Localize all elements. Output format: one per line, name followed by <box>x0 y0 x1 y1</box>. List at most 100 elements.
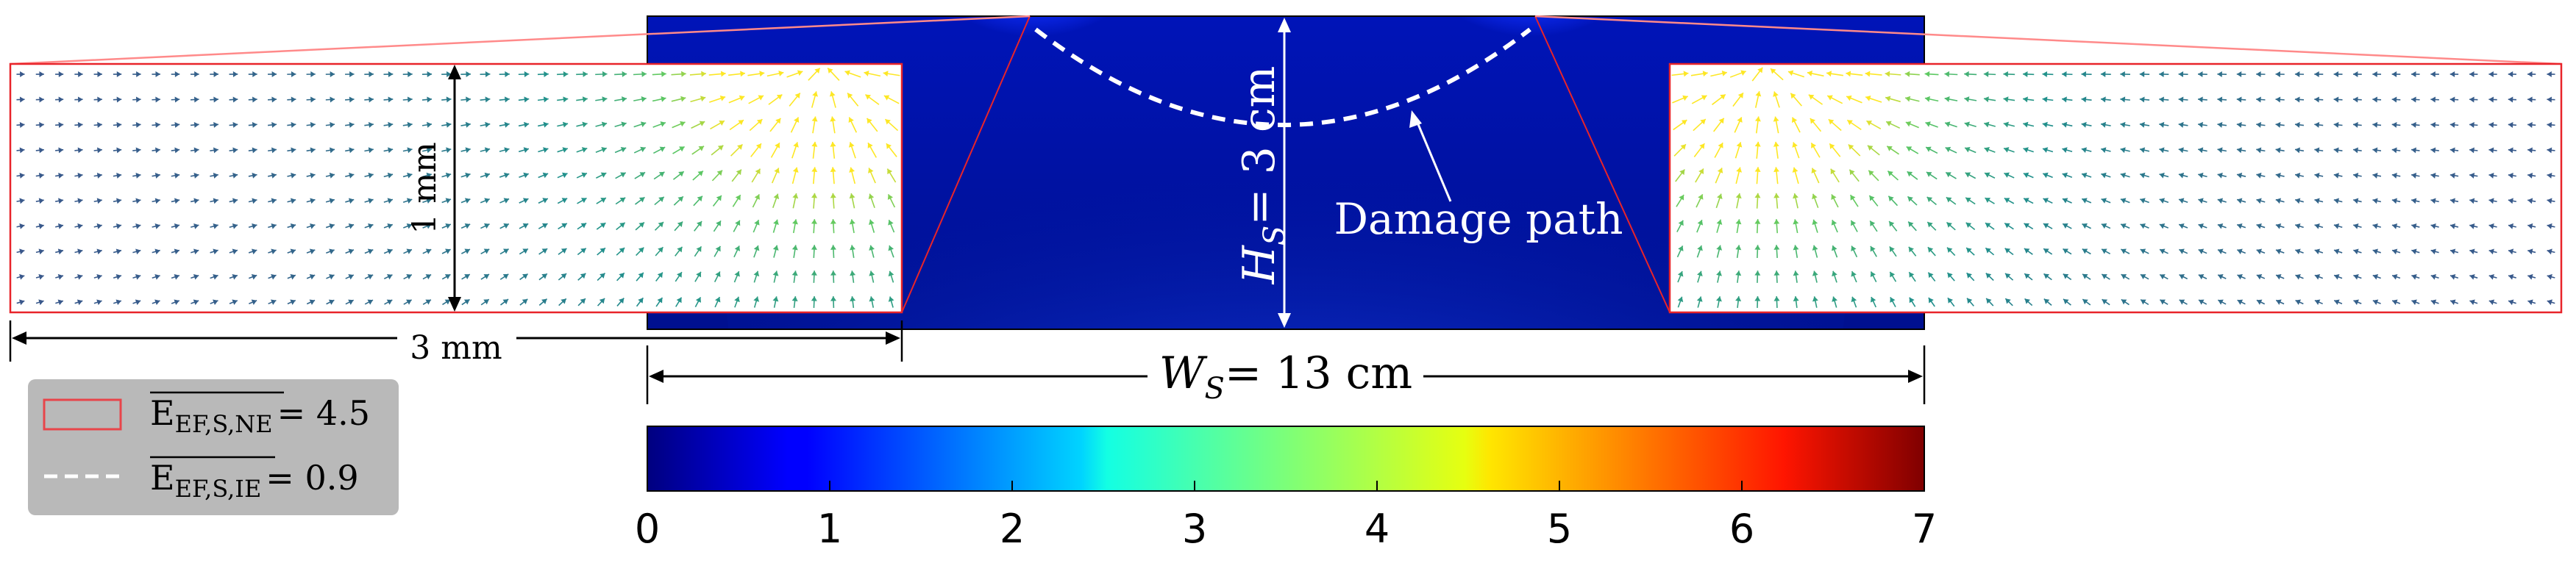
field-arrowhead <box>2024 298 2030 304</box>
legend-label-ne: EEF,S,NE = 4.5 <box>150 393 370 438</box>
field-arrowhead <box>716 170 722 176</box>
field-arrowhead <box>1890 297 1896 303</box>
field-arrowhead <box>2411 172 2417 179</box>
field-arrowhead <box>1754 245 1761 250</box>
field-arrowhead <box>387 223 393 229</box>
field-arrowhead <box>367 248 374 254</box>
field-arrowhead <box>2488 273 2494 280</box>
field-arrowhead <box>1735 296 1742 301</box>
field-arrowhead <box>1808 94 1815 100</box>
field-arrowhead <box>2527 198 2533 204</box>
field-arrowhead <box>2527 223 2533 229</box>
field-arrowhead <box>657 272 663 279</box>
field-arrowhead <box>2430 198 2436 204</box>
field-arrowhead <box>96 248 102 255</box>
field-arrowhead <box>135 147 141 154</box>
field-arrowhead <box>2527 172 2533 179</box>
field-arrowhead <box>213 198 218 204</box>
field-arrowhead <box>1791 117 1798 123</box>
field-arrowhead <box>602 71 608 77</box>
field-arrowhead <box>2372 299 2379 305</box>
field-arrowhead <box>1889 246 1895 252</box>
field-arrowhead <box>463 299 470 305</box>
field-arrowhead <box>388 71 394 77</box>
field-arrowhead <box>1812 270 1818 276</box>
field-arrowhead <box>2547 198 2552 204</box>
field-arrowhead <box>2333 96 2339 103</box>
field-arrowhead <box>2159 198 2166 204</box>
field-arrowhead <box>97 96 102 103</box>
field-arrowhead <box>1964 121 1970 128</box>
field-arrowhead <box>1967 298 1973 304</box>
field-arrowhead <box>466 71 471 77</box>
field-arrowhead <box>2372 71 2377 78</box>
field-arrowhead <box>39 121 44 128</box>
field-arrowhead <box>483 299 489 305</box>
field-arrowhead <box>602 96 608 103</box>
field-arrowhead <box>2237 172 2243 179</box>
field-arrowhead <box>2430 273 2437 280</box>
field-arrowhead <box>2353 147 2358 154</box>
field-arrowhead <box>2547 147 2552 154</box>
field-arrowhead <box>1832 270 1837 277</box>
field-arrowhead <box>2547 121 2552 128</box>
field-arrowhead <box>2527 121 2533 128</box>
field-arrowhead <box>2102 274 2107 279</box>
field-arrowhead <box>348 198 355 204</box>
field-arrowhead <box>2508 248 2514 255</box>
field-arrowhead <box>251 273 257 280</box>
field-arrowhead <box>2275 223 2282 229</box>
field-arrowhead <box>541 248 548 254</box>
field-arrowhead <box>271 198 277 204</box>
field-arrowhead <box>1924 71 1930 77</box>
field-arrowhead <box>2120 96 2126 103</box>
field-arrowhead <box>504 121 510 128</box>
field-arrowhead <box>2392 273 2398 280</box>
field-arrowhead <box>658 196 664 203</box>
left-inset <box>9 62 903 314</box>
field-arrowhead <box>797 70 803 76</box>
field-arrowhead <box>2430 71 2436 78</box>
field-arrowhead <box>2140 147 2146 154</box>
field-arrowhead <box>19 248 25 255</box>
field-arrowhead <box>464 248 470 254</box>
field-arrowhead <box>562 172 568 179</box>
field-arrowhead <box>2023 121 2029 128</box>
field-arrowhead <box>2295 248 2301 255</box>
field-arrowhead <box>2256 274 2263 280</box>
field-arrowhead <box>1718 118 1724 124</box>
field-arrowhead <box>680 96 686 102</box>
field-arrowhead <box>2043 172 2049 179</box>
field-arrowhead <box>368 121 374 128</box>
legend-label-ie: EEF,S,IE = 0.9 <box>150 458 359 503</box>
field-arrowhead <box>78 71 83 78</box>
field-arrowhead <box>2023 172 2029 179</box>
field-arrowhead <box>232 71 238 78</box>
field-arrowhead <box>794 117 800 123</box>
field-arrowhead <box>2081 147 2088 154</box>
field-arrowhead <box>661 71 666 77</box>
field-arrowhead <box>1677 296 1684 303</box>
field-arrowhead <box>1890 271 1896 278</box>
field-arrowhead <box>830 116 836 122</box>
field-arrowhead <box>1850 195 1856 201</box>
field-arrowhead <box>1811 143 1817 148</box>
field-arrowhead <box>19 121 25 128</box>
field-arrowhead <box>19 198 25 204</box>
field-arrowhead <box>2295 299 2302 305</box>
field-arrowhead <box>310 198 316 204</box>
field-arrowhead <box>697 171 703 176</box>
field-arrowhead <box>39 71 44 78</box>
field-arrowhead <box>1947 272 1953 279</box>
field-arrowhead <box>791 270 798 276</box>
field-arrowhead <box>2430 172 2436 179</box>
field-arrowhead <box>1947 247 1953 254</box>
field-arrowhead <box>193 147 199 154</box>
field-arrowhead <box>773 219 779 225</box>
field-arrowhead <box>407 121 413 128</box>
field-arrowhead <box>639 172 646 178</box>
field-arrowhead <box>2256 71 2261 78</box>
field-arrowhead <box>464 274 470 279</box>
field-arrowhead <box>2391 147 2397 154</box>
field-arrowhead <box>444 299 451 305</box>
